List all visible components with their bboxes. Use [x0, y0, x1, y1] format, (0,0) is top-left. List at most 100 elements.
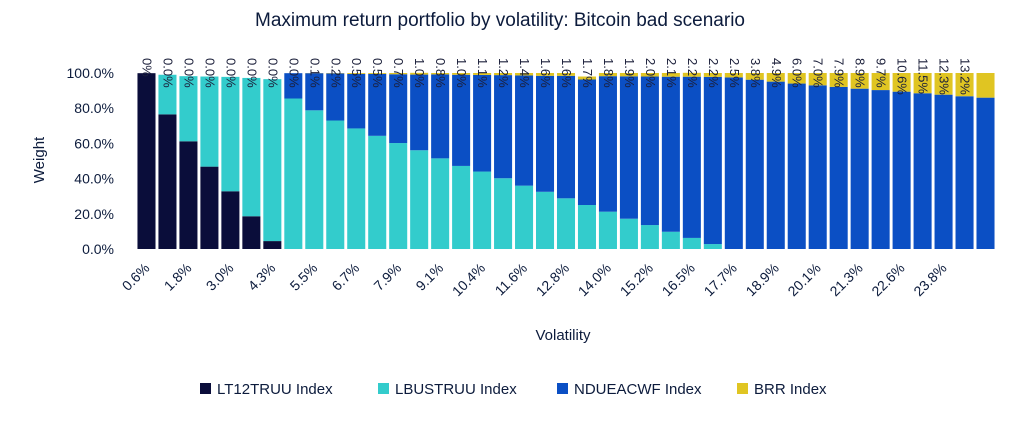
bar-segment	[892, 73, 911, 92]
bar-segment	[976, 97, 995, 249]
bar-segment	[850, 88, 869, 249]
bar-segment	[515, 75, 534, 186]
bar-value-label: 0%	[139, 58, 154, 77]
bar-segment	[682, 72, 701, 77]
x-axis-label: Volatility	[535, 327, 591, 344]
bar-value-label: 0.0%	[181, 58, 196, 88]
bar-value-label: 2.1%	[664, 58, 679, 88]
x-tick-label: 14.0%	[575, 260, 614, 299]
bar-segment	[556, 73, 576, 76]
bar-segment	[556, 198, 576, 249]
bar-value-label: 0.5%	[349, 58, 364, 88]
bar-segment	[787, 83, 806, 249]
bar-value-label: 1.4%	[517, 58, 532, 88]
legend-swatch	[557, 383, 568, 394]
bar-segment	[494, 75, 513, 179]
x-tick-label: 4.3%	[245, 260, 279, 294]
bar-value-label: 12.3%	[937, 58, 952, 95]
bar-segment	[305, 110, 324, 249]
bar-segment	[766, 81, 785, 250]
bar-value-label: 0.2%	[328, 58, 343, 88]
bar-segment	[410, 150, 429, 249]
bar-segment	[284, 73, 303, 99]
bar-value-label: 3.8%	[748, 58, 763, 88]
bar-value-label: 0.1%	[307, 58, 322, 88]
bar-value-label: 10.6%	[895, 58, 910, 95]
bar-segment	[913, 93, 932, 250]
bar-segment	[221, 191, 240, 249]
x-tick-label: 18.9%	[742, 260, 781, 299]
bar-value-label: 0.0%	[244, 58, 259, 88]
x-tick-label: 23.8%	[910, 260, 949, 299]
bar-segment	[640, 73, 659, 77]
bar-segment	[494, 73, 513, 76]
bar-value-label: 0.0%	[160, 58, 175, 88]
bar-segment	[577, 79, 596, 205]
bar-value-label: 2.0%	[643, 58, 658, 88]
bar-segment	[263, 79, 282, 242]
bar-segment	[892, 91, 911, 249]
bar-segment	[368, 73, 387, 74]
bar-value-label: 2.2%	[706, 58, 721, 88]
bar-segment	[368, 73, 387, 136]
bar-value-label: 1.6%	[559, 58, 574, 88]
bar-segment	[158, 74, 177, 115]
x-axis: 0.6% 1.8% 3.0% 4.3% 5.5% 6.7% 7.9% 9.1% 10.4% 11.…	[119, 260, 950, 299]
bar-segment	[536, 73, 555, 76]
bar-segment	[452, 74, 471, 166]
bar-labels: 0% 0.0% 0.0% 0.0% 0.0% 0.0% 0.0% 0.0% 0.1% 0.2% 0.…	[139, 58, 972, 95]
bar-segment	[829, 86, 848, 250]
chart-title: Maximum return portfolio by volatility: …	[255, 10, 745, 31]
bar-segment	[850, 73, 869, 89]
bar-value-label: 2.2%	[685, 58, 700, 88]
bar-segment	[431, 74, 450, 159]
bar-segment	[242, 77, 261, 217]
y-tick-label: 0.0%	[82, 241, 114, 257]
bar-segment	[389, 143, 408, 249]
bars	[137, 72, 995, 250]
bar-segment	[955, 96, 974, 249]
bar-value-label: 0.0%	[265, 58, 280, 88]
bar-value-label: 7.0%	[811, 58, 826, 88]
bar-value-label: 2.5%	[727, 58, 742, 88]
legend-swatch	[737, 383, 748, 394]
bar-segment	[556, 75, 576, 199]
bar-value-label: 9.7%	[874, 58, 889, 88]
bar-value-label: 11.5%	[916, 58, 931, 94]
bar-segment	[431, 73, 450, 75]
bar-segment	[368, 135, 387, 249]
bar-segment	[724, 73, 743, 78]
bar-segment	[179, 76, 198, 142]
legend-label: BRR Index	[754, 381, 827, 398]
x-tick-label: 7.9%	[370, 260, 404, 294]
bar-segment	[808, 85, 827, 249]
bar-value-label: 6.0%	[790, 58, 805, 88]
y-axis-label: Weight	[31, 136, 48, 183]
x-tick-label: 17.7%	[701, 260, 740, 299]
bar-segment	[326, 120, 345, 250]
x-tick-label: 5.5%	[287, 260, 321, 294]
bar-segment	[619, 76, 638, 219]
bar-segment	[934, 73, 953, 95]
bar-segment	[431, 158, 450, 249]
bar-value-label: 1.2%	[496, 58, 511, 88]
bar-segment	[913, 73, 932, 94]
bar-value-label: 1.7%	[580, 58, 595, 88]
bar-value-label: 0.7%	[391, 58, 406, 88]
bar-segment	[976, 73, 995, 98]
x-tick-label: 21.3%	[826, 260, 865, 299]
bar-value-label: 0.8%	[433, 58, 448, 88]
bar-segment	[598, 211, 617, 249]
x-tick-label: 11.6%	[492, 260, 531, 299]
bar-segment	[515, 185, 534, 249]
bar-segment	[640, 76, 659, 226]
bar-segment	[536, 75, 555, 192]
x-tick-label: 16.5%	[659, 260, 698, 299]
bar-segment	[745, 79, 764, 249]
bar-segment	[661, 231, 680, 249]
bar-segment	[221, 76, 240, 192]
bar-segment	[808, 73, 827, 86]
bar-segment	[200, 76, 219, 167]
x-tick-label: 15.2%	[617, 260, 656, 299]
